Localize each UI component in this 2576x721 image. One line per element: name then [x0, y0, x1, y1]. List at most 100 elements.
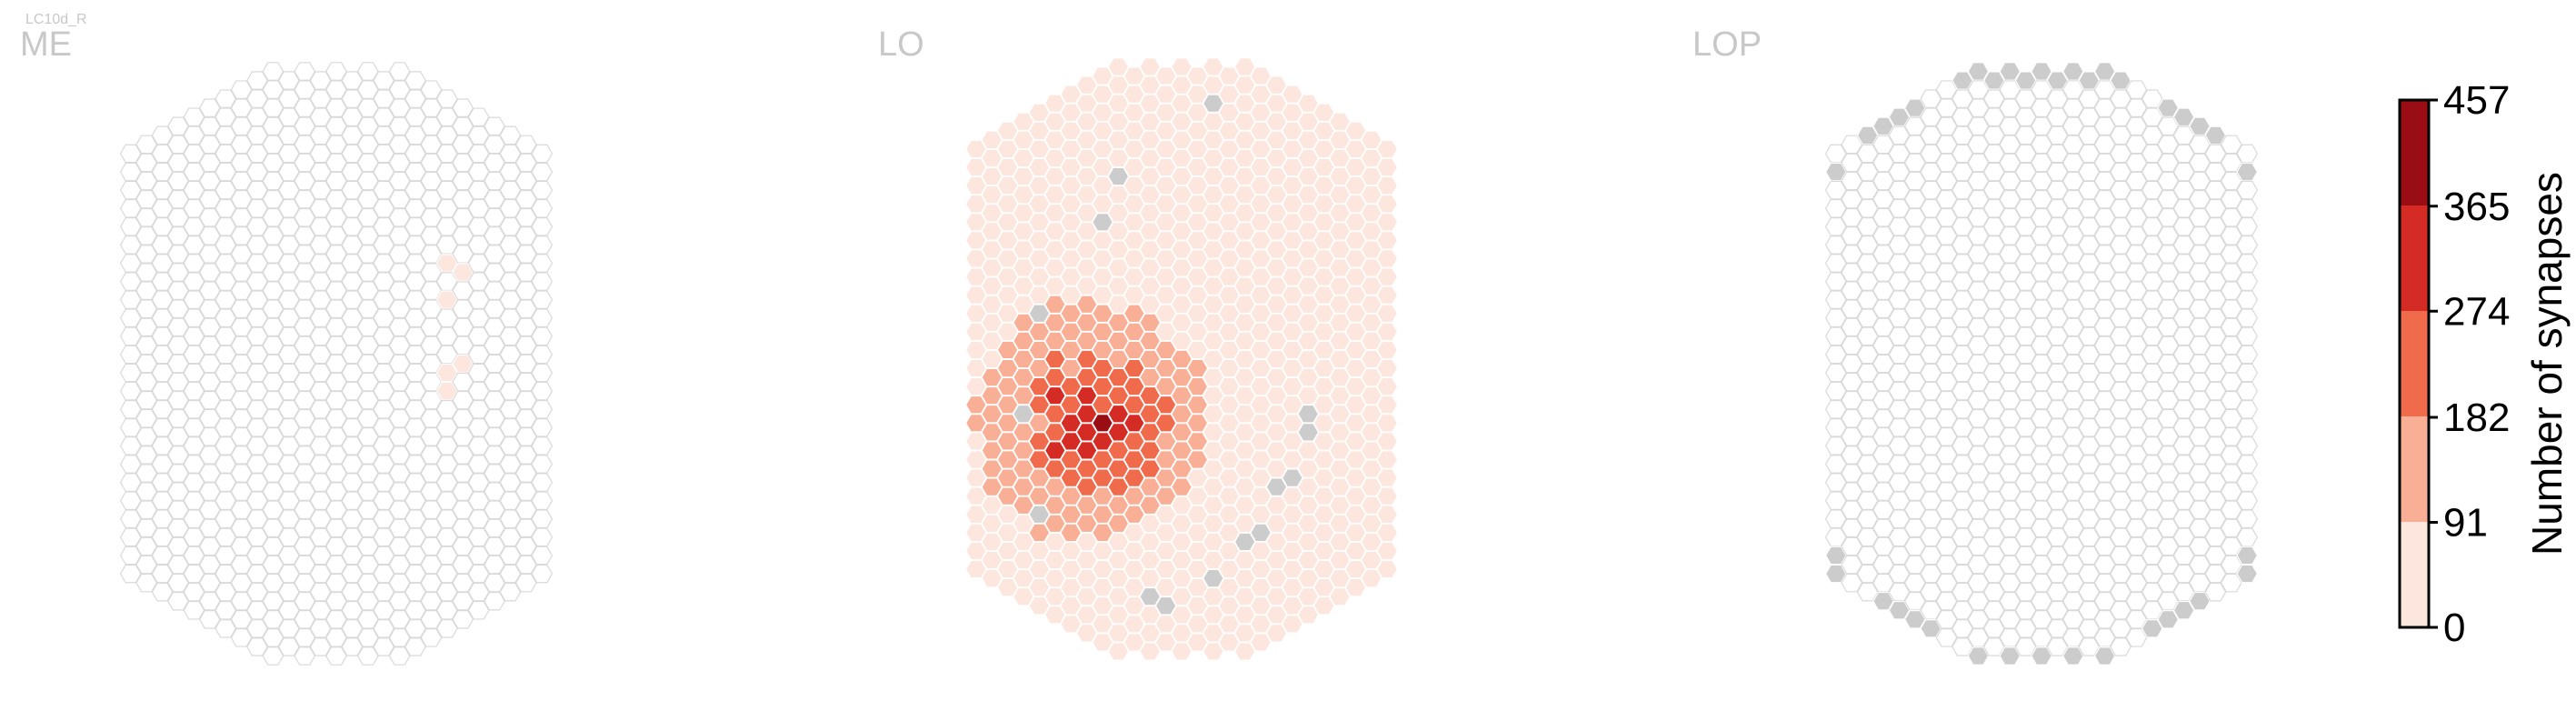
- hex-cell: [1935, 116, 1958, 136]
- hex-cell: [341, 546, 364, 566]
- hex-cell: [514, 317, 537, 337]
- hex-cell: [1218, 103, 1241, 123]
- hex-cell: [404, 308, 426, 328]
- hex-cell: [356, 62, 379, 81]
- hex-cell: [198, 446, 221, 465]
- hex-cell: [1999, 482, 2022, 501]
- hex-cell: [420, 263, 443, 282]
- hex-cell: [198, 335, 221, 355]
- hex-cell: [1028, 322, 1051, 342]
- hex-cell: [1824, 217, 1847, 236]
- colorbar-segment: [2400, 416, 2429, 522]
- hex-cell: [341, 198, 364, 218]
- hex-cell: [388, 98, 411, 118]
- hex-cell: [294, 555, 316, 575]
- hex-cell: [1060, 596, 1083, 616]
- hex-cell: [1360, 550, 1383, 570]
- hex-cell: [119, 180, 142, 200]
- hex-cell: [1935, 299, 1958, 319]
- hex-cell: [2189, 189, 2211, 209]
- hex-cell: [1344, 121, 1367, 141]
- hex-cell: [2078, 399, 2101, 419]
- hex-cell: [388, 591, 411, 611]
- hex-cell: [325, 518, 347, 538]
- hex-cell: [996, 414, 1019, 433]
- hex-cell: [1982, 582, 2005, 602]
- hex-cell: [1329, 258, 1351, 277]
- hex-cell: [1967, 446, 1990, 465]
- hex-cell: [996, 194, 1019, 214]
- hex-cell: [499, 399, 522, 419]
- hex-cell: [388, 628, 411, 647]
- hex-cell: [1967, 317, 1990, 337]
- hex-cell: [1123, 231, 1145, 250]
- hex-cell: [1233, 477, 1256, 496]
- hex-cell: [277, 418, 300, 437]
- hex-cell: [1139, 404, 1162, 424]
- hex-cell: [435, 582, 458, 602]
- hex-cell: [1952, 272, 1973, 291]
- hex-cell: [309, 381, 332, 401]
- hexmap-lo: [964, 57, 1399, 661]
- hex-cell: [1250, 249, 1272, 268]
- hex-cell: [2236, 491, 2259, 510]
- hex-cell: [1043, 112, 1066, 132]
- hex-cell: [1888, 564, 1911, 584]
- hex-cell: [198, 226, 221, 245]
- hex-cell: [2204, 564, 2227, 584]
- hex-cell: [531, 399, 554, 419]
- hex-cell: [1935, 171, 1958, 191]
- hex-cell: [1233, 550, 1256, 570]
- hex-cell: [1060, 486, 1083, 506]
- hex-cell: [1013, 166, 1034, 186]
- hex-cell: [183, 363, 205, 383]
- hex-cell: [373, 527, 395, 547]
- hex-cell: [325, 62, 347, 81]
- hex-cell: [151, 180, 174, 200]
- hex-cell: [1313, 340, 1335, 360]
- hex-cell: [1376, 194, 1399, 214]
- hex-cell: [373, 381, 395, 401]
- hex-cell: [1360, 331, 1383, 351]
- hex-cell: [1233, 624, 1256, 643]
- hex-cell: [981, 331, 1003, 351]
- hex-cell: [1903, 372, 1926, 392]
- hex-cell: [2141, 619, 2163, 638]
- hex-cell: [1824, 491, 1847, 510]
- hex-cell: [262, 482, 285, 501]
- hex-cell: [388, 555, 411, 575]
- hex-cell: [1824, 144, 1847, 164]
- hex-cell: [309, 254, 332, 273]
- hex-cell: [1107, 258, 1130, 277]
- hex-cell: [1824, 436, 1847, 456]
- hex-cell: [1013, 258, 1034, 277]
- hex-cell: [1281, 85, 1303, 104]
- hex-cell: [1233, 313, 1256, 333]
- hex-cell: [1154, 304, 1177, 324]
- hex-cell: [2062, 427, 2084, 446]
- hex-cell: [373, 637, 395, 656]
- hex-cell: [1856, 254, 1879, 273]
- hex-cell: [484, 555, 505, 575]
- hex-cell: [1186, 486, 1209, 506]
- hex-cell: [964, 304, 987, 324]
- hex-cell: [531, 326, 554, 346]
- hex-cell: [277, 235, 300, 255]
- hex-cell: [1092, 450, 1113, 469]
- hex-cell: [2172, 308, 2195, 328]
- hex-cell: [2093, 573, 2116, 593]
- hex-cell: [325, 591, 347, 611]
- hex-cell: [262, 464, 285, 483]
- hex-cell: [1043, 605, 1066, 625]
- hex-cell: [2110, 254, 2132, 273]
- hex-cell: [1060, 559, 1083, 579]
- hex-cell: [531, 363, 554, 383]
- hex-cell: [309, 509, 332, 529]
- hex-cell: [198, 245, 221, 264]
- hex-cell: [1982, 399, 2005, 419]
- hex-cell: [1982, 254, 2005, 273]
- hex-cell: [2110, 308, 2132, 328]
- hex-cell: [215, 326, 237, 346]
- hex-cell: [2189, 226, 2211, 245]
- hex-cell: [1123, 450, 1145, 469]
